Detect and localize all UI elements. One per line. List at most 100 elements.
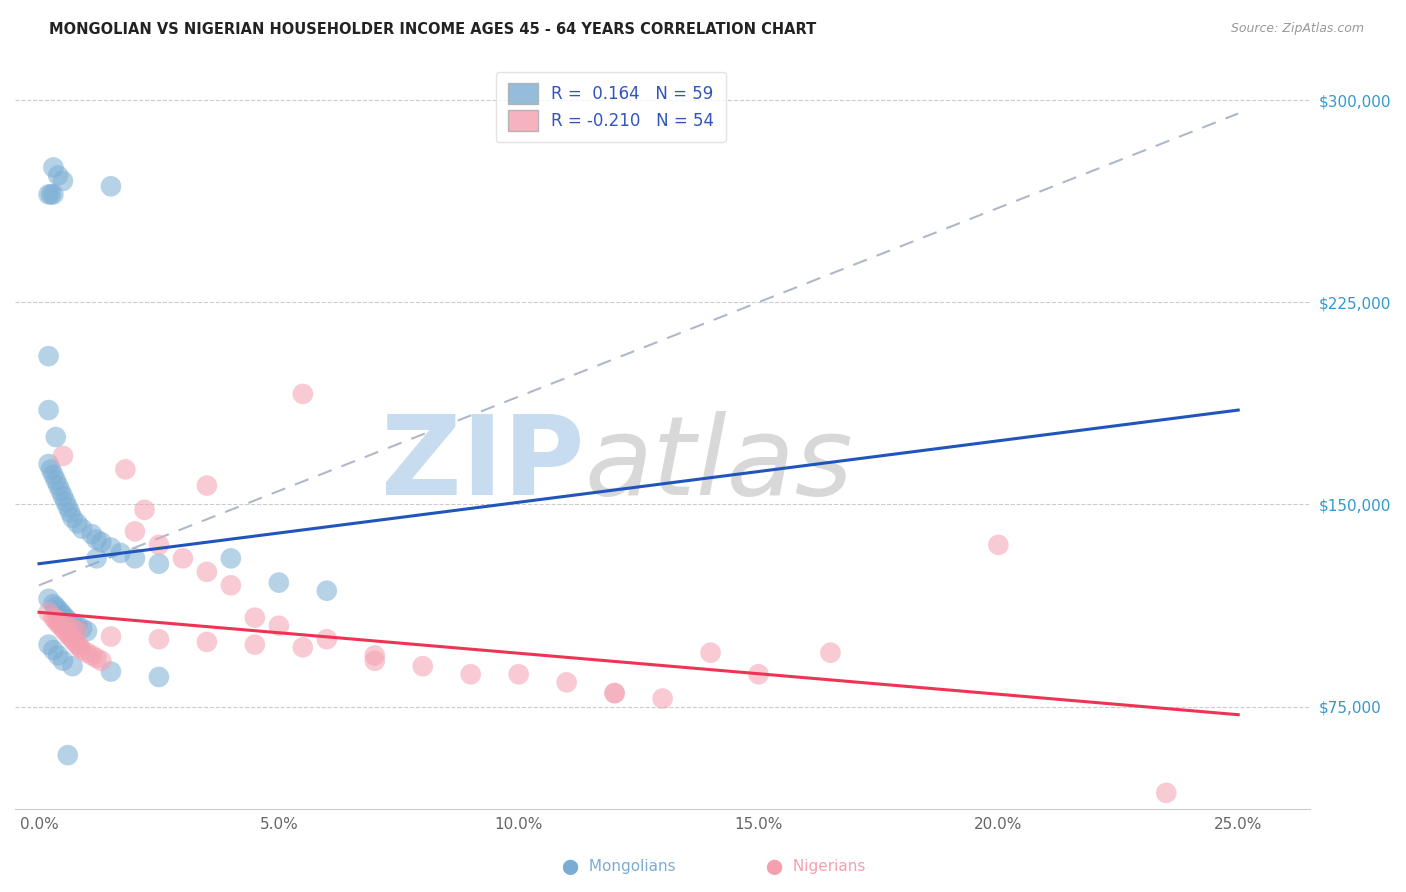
Point <box>38 403 60 417</box>
Point <box>45 430 67 444</box>
Point <box>195 478 218 492</box>
Point <box>243 638 266 652</box>
Point <box>49 619 72 633</box>
Point <box>603 686 626 700</box>
Point <box>52 622 75 636</box>
Point <box>56 748 79 763</box>
Point <box>52 174 75 188</box>
Point <box>52 607 75 622</box>
Point <box>52 615 75 630</box>
Point <box>412 659 434 673</box>
Point <box>63 635 86 649</box>
Point <box>62 511 84 525</box>
Point <box>49 605 72 619</box>
Point <box>76 646 98 660</box>
Point <box>66 624 89 639</box>
Point <box>56 613 79 627</box>
Point <box>364 648 387 663</box>
Point <box>1154 786 1177 800</box>
Point <box>70 522 93 536</box>
Text: ZIP: ZIP <box>381 411 585 518</box>
Point <box>38 591 60 606</box>
Point <box>46 648 69 663</box>
Point <box>39 462 62 476</box>
Point <box>291 387 314 401</box>
Point <box>62 659 84 673</box>
Point <box>86 651 108 665</box>
Point <box>364 654 387 668</box>
Point <box>124 524 146 539</box>
Point <box>100 665 122 679</box>
Point <box>110 546 132 560</box>
Point <box>987 538 1010 552</box>
Point <box>555 675 578 690</box>
Point <box>267 619 290 633</box>
Point <box>52 654 75 668</box>
Legend: R =  0.164   N = 59, R = -0.210   N = 54: R = 0.164 N = 59, R = -0.210 N = 54 <box>496 71 725 143</box>
Point <box>80 527 103 541</box>
Text: MONGOLIAN VS NIGERIAN HOUSEHOLDER INCOME AGES 45 - 64 YEARS CORRELATION CHART: MONGOLIAN VS NIGERIAN HOUSEHOLDER INCOME… <box>49 22 817 37</box>
Point <box>148 538 170 552</box>
Point <box>62 632 84 647</box>
Point <box>52 449 75 463</box>
Point <box>49 483 72 498</box>
Point <box>195 635 218 649</box>
Text: Source: ZipAtlas.com: Source: ZipAtlas.com <box>1230 22 1364 36</box>
Point <box>45 599 67 614</box>
Point <box>53 624 76 639</box>
Point <box>69 640 91 655</box>
Point <box>219 578 242 592</box>
Point <box>76 624 98 639</box>
Point <box>38 457 60 471</box>
Point <box>124 551 146 566</box>
Point <box>46 169 69 183</box>
Text: ⬤  Nigerians: ⬤ Nigerians <box>766 859 865 875</box>
Point <box>46 613 69 627</box>
Point <box>80 648 103 663</box>
Point <box>148 670 170 684</box>
Point <box>460 667 482 681</box>
Point <box>66 516 89 531</box>
Point <box>291 640 314 655</box>
Point <box>56 500 79 515</box>
Point <box>66 619 89 633</box>
Point <box>42 610 65 624</box>
Point <box>45 473 67 487</box>
Point <box>90 654 112 668</box>
Point <box>100 630 122 644</box>
Point <box>59 506 82 520</box>
Point <box>38 349 60 363</box>
Point <box>42 187 65 202</box>
Point <box>134 503 156 517</box>
Point <box>172 551 194 566</box>
Point <box>243 610 266 624</box>
Point <box>70 622 93 636</box>
Point <box>699 646 721 660</box>
Point <box>52 489 75 503</box>
Point <box>42 643 65 657</box>
Point <box>45 613 67 627</box>
Point <box>53 494 76 508</box>
Point <box>62 615 84 630</box>
Point <box>59 630 82 644</box>
Point <box>148 557 170 571</box>
Point <box>315 583 337 598</box>
Text: ⬤  Mongolians: ⬤ Mongolians <box>562 859 675 875</box>
Point <box>53 610 76 624</box>
Point <box>651 691 673 706</box>
Point <box>219 551 242 566</box>
Point <box>148 632 170 647</box>
Point <box>820 646 842 660</box>
Point <box>42 467 65 482</box>
Point <box>603 686 626 700</box>
Point <box>38 638 60 652</box>
Point <box>46 615 69 630</box>
Point <box>42 161 65 175</box>
Point <box>38 187 60 202</box>
Point <box>86 551 108 566</box>
Point <box>42 597 65 611</box>
Point <box>38 605 60 619</box>
Point <box>508 667 530 681</box>
Point <box>46 478 69 492</box>
Point <box>100 179 122 194</box>
